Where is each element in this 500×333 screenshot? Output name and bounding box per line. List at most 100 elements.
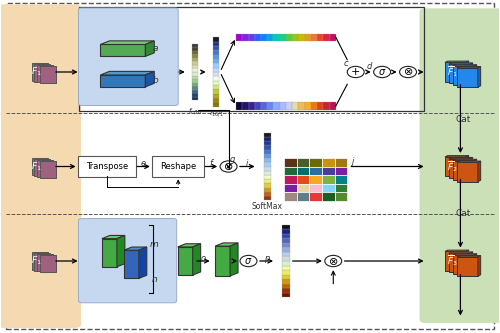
Polygon shape xyxy=(146,71,154,87)
Polygon shape xyxy=(449,64,470,84)
Bar xyxy=(282,270,290,275)
Polygon shape xyxy=(453,66,474,85)
Bar xyxy=(282,247,290,252)
Polygon shape xyxy=(230,243,238,276)
Bar xyxy=(264,141,271,145)
Bar xyxy=(274,34,280,41)
Polygon shape xyxy=(453,254,476,255)
Bar xyxy=(296,159,310,167)
Polygon shape xyxy=(470,252,472,272)
Bar xyxy=(282,284,290,288)
Bar xyxy=(296,184,310,192)
Bar xyxy=(192,47,198,51)
Bar xyxy=(282,224,290,229)
Bar xyxy=(322,159,335,167)
Text: o: o xyxy=(200,253,205,262)
Text: e: e xyxy=(140,159,146,168)
Bar xyxy=(335,192,347,201)
Bar xyxy=(264,158,271,162)
Text: a: a xyxy=(152,44,158,53)
Bar xyxy=(213,37,220,42)
Bar xyxy=(264,192,271,196)
Polygon shape xyxy=(453,255,474,274)
Polygon shape xyxy=(457,68,478,87)
Bar xyxy=(282,293,290,297)
Bar xyxy=(310,175,322,184)
Bar xyxy=(242,103,248,110)
Polygon shape xyxy=(449,158,472,159)
Bar xyxy=(264,179,271,183)
Bar xyxy=(282,275,290,279)
Bar xyxy=(286,34,292,41)
Bar xyxy=(280,34,286,41)
Bar xyxy=(267,34,274,41)
Bar xyxy=(274,103,280,110)
Bar xyxy=(213,85,220,89)
Bar xyxy=(330,34,336,41)
Polygon shape xyxy=(34,159,50,176)
Bar xyxy=(292,34,298,41)
Polygon shape xyxy=(102,235,125,239)
Polygon shape xyxy=(32,252,48,270)
Polygon shape xyxy=(478,161,480,181)
Text: $\overline{F}_1$: $\overline{F}_1$ xyxy=(447,65,458,79)
Bar xyxy=(254,103,261,110)
Bar xyxy=(317,34,324,41)
Text: j: j xyxy=(352,157,354,166)
Polygon shape xyxy=(139,247,147,278)
Bar xyxy=(248,103,254,110)
Polygon shape xyxy=(100,45,146,56)
Text: f: f xyxy=(210,159,212,168)
Polygon shape xyxy=(117,235,125,267)
Bar xyxy=(80,7,424,111)
FancyBboxPatch shape xyxy=(78,218,176,303)
Polygon shape xyxy=(178,244,201,247)
Bar xyxy=(236,34,242,41)
Bar xyxy=(213,81,220,85)
Polygon shape xyxy=(215,246,230,276)
Polygon shape xyxy=(40,66,56,83)
Bar xyxy=(282,238,290,243)
Bar xyxy=(264,175,271,179)
FancyBboxPatch shape xyxy=(152,156,204,177)
Bar xyxy=(310,184,322,192)
Bar xyxy=(213,50,220,55)
Text: i: i xyxy=(246,159,248,168)
Bar xyxy=(284,167,296,175)
Bar xyxy=(192,86,198,90)
Text: SoftMax: SoftMax xyxy=(252,202,283,211)
Polygon shape xyxy=(466,250,468,271)
Text: b: b xyxy=(152,77,158,86)
Bar xyxy=(324,34,330,41)
FancyBboxPatch shape xyxy=(78,8,178,106)
Text: n: n xyxy=(152,275,157,284)
Polygon shape xyxy=(445,62,466,82)
Polygon shape xyxy=(466,156,468,176)
Text: Cat: Cat xyxy=(456,115,471,124)
Polygon shape xyxy=(470,63,472,84)
Bar xyxy=(213,76,220,81)
Bar xyxy=(192,72,198,76)
Bar xyxy=(282,229,290,234)
Text: p: p xyxy=(264,253,269,262)
Bar xyxy=(292,103,298,110)
Bar xyxy=(310,192,322,201)
Bar xyxy=(192,44,198,47)
Bar xyxy=(261,103,267,110)
Bar xyxy=(192,61,198,65)
Bar xyxy=(264,196,271,200)
Bar xyxy=(264,133,271,137)
Polygon shape xyxy=(100,71,154,75)
Polygon shape xyxy=(40,161,56,178)
Text: $\overline{F}_3$: $\overline{F}_3$ xyxy=(447,254,458,268)
Bar xyxy=(264,166,271,171)
Bar xyxy=(264,188,271,192)
Text: $F_1$: $F_1$ xyxy=(32,160,42,173)
Polygon shape xyxy=(445,157,466,176)
Bar xyxy=(264,171,271,175)
Bar xyxy=(298,34,304,41)
Polygon shape xyxy=(100,75,146,87)
Text: $\otimes$: $\otimes$ xyxy=(224,161,234,172)
Bar xyxy=(335,167,347,175)
Bar xyxy=(254,34,261,41)
